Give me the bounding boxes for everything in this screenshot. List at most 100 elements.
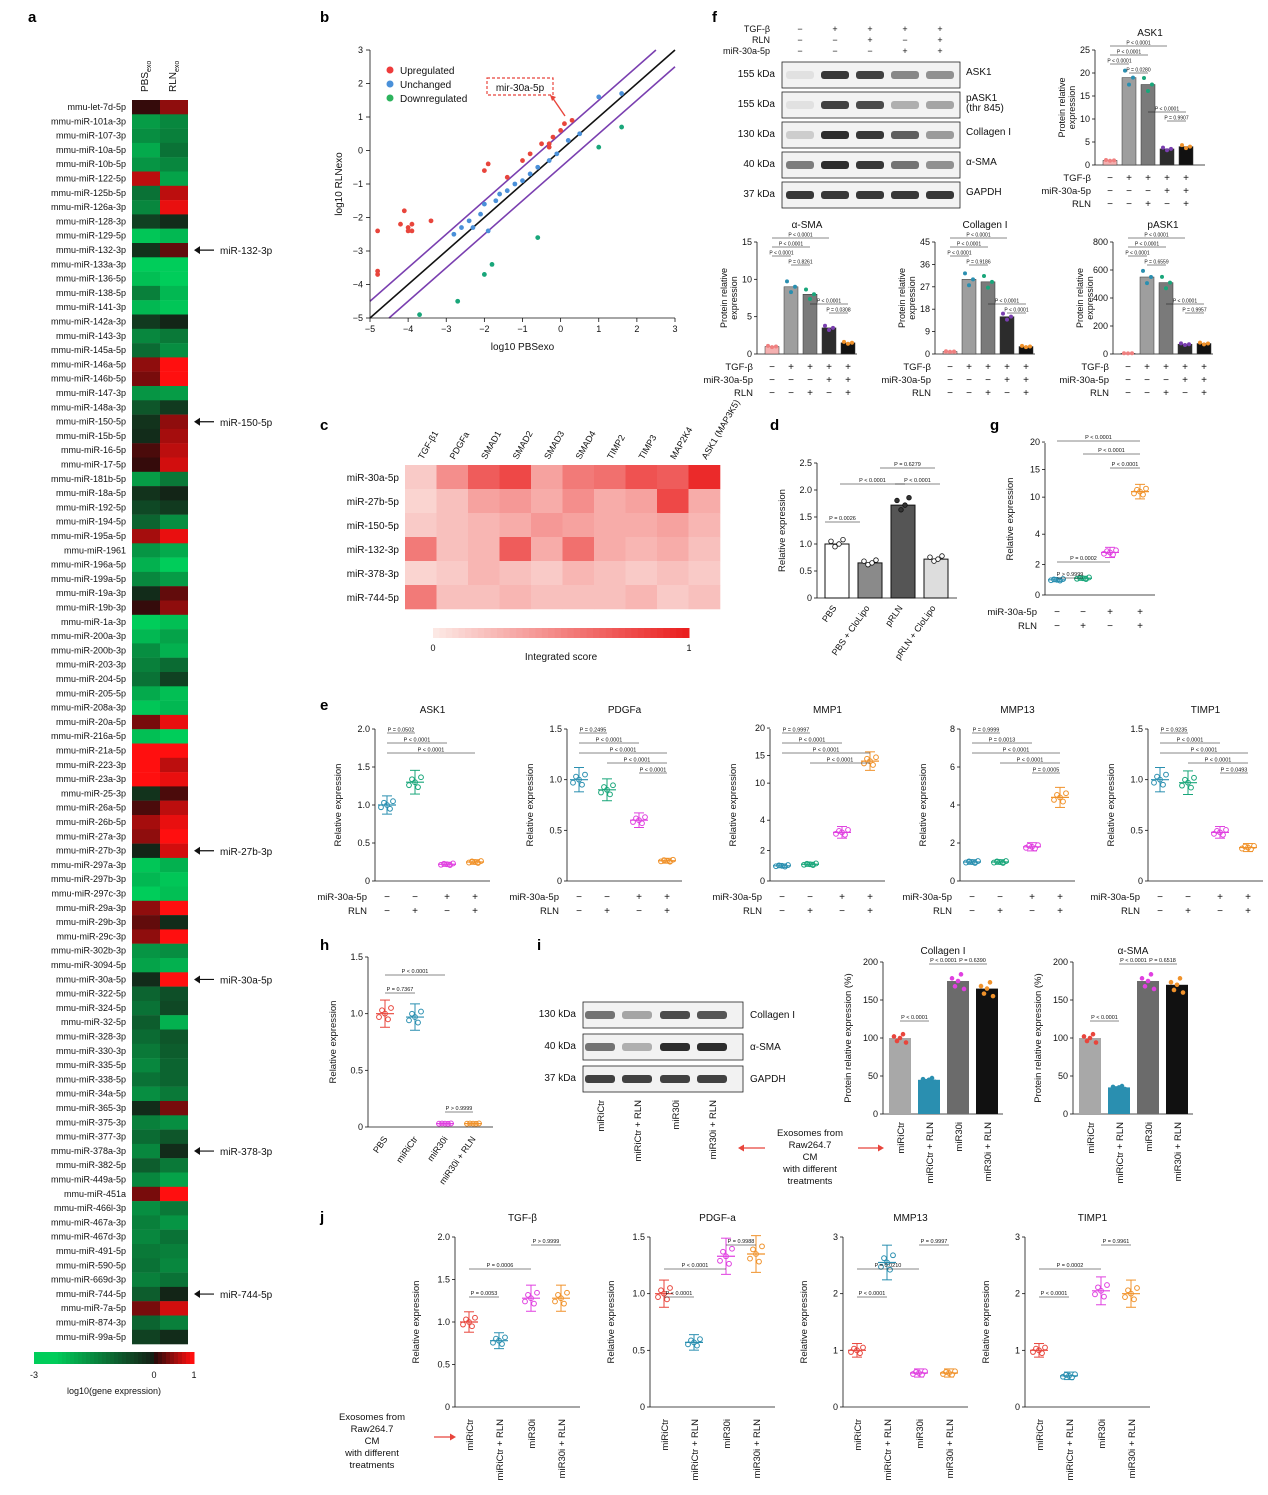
y-axis-title: Relative expression [799,1281,810,1364]
y-tick-label: 15 [1030,465,1040,475]
colorbar-segment [174,1352,179,1364]
blot-band [821,101,849,109]
data-point [1104,548,1110,555]
exosome-label: CM [803,1152,818,1163]
downregulated-point [455,298,461,304]
bar [1108,1087,1130,1114]
data-point [1142,984,1148,989]
legend-marker [386,66,394,74]
upregulated-point [481,168,487,174]
data-point [406,782,412,789]
data-point [1110,551,1116,558]
heatmap-cell [160,1115,188,1130]
blot-protein-label: (thr 845) [966,103,1004,114]
heatmap-cell [531,585,563,610]
colorbar-segment [114,1352,119,1364]
colorbar-segment [138,1352,143,1364]
heatmap-cell [594,537,626,562]
blot-kda-label: 130 kDa [738,129,776,140]
group-label: miRiCtr + RLN [495,1419,506,1481]
colorbar-segment [190,1352,195,1364]
colorbar-segment [78,1352,83,1364]
colorbar-segment [110,1352,115,1364]
upregulated-point [409,228,415,234]
heatmap-cell [405,489,437,514]
treatment-sign: − [1164,199,1170,210]
p-value: P < 0.0001 [901,1015,928,1021]
data-point [842,339,846,344]
row-label: mmu-miR-25-3p [61,788,126,798]
colorbar-segment [102,1352,107,1364]
heatmap-cell [160,243,188,258]
unchanged-point [459,225,464,230]
heatmap-cell [625,513,658,538]
heatmap-cell [160,929,188,944]
p-value: P < 0.0001 [1117,50,1141,56]
row-label: mmu-miR-125b-5p [51,188,126,198]
data-point [630,819,636,825]
p-value: P < 0.0001 [1004,308,1028,314]
group-label: miR30i [1097,1419,1108,1449]
blot-band [821,161,849,169]
heatmap-cell [132,800,160,816]
downregulated-point [596,144,602,150]
p-value: P = 0.9957 [1182,308,1206,314]
row-label: mmu-miR-148a-3p [51,402,126,412]
y-tick-label: 50 [1058,1071,1068,1081]
treatment-sign: − [576,906,582,917]
data-point [1112,158,1116,163]
colorbar-segment [70,1352,75,1364]
heatmap-cell [132,343,160,358]
data-point [502,1334,508,1341]
data-point [779,862,785,869]
data-point [1048,577,1054,584]
x-axis-title: log10 PBSexo [491,342,555,353]
x-tick-label: −3 [441,324,451,334]
data-point [867,758,873,764]
scale-segment [657,628,664,638]
p-value: P = 0.0308 [826,308,850,314]
data-point [975,858,981,864]
y-tick-label: 2 [760,846,765,856]
heatmap-cell [132,1143,160,1159]
row-label: mmu-miR-29a-3p [56,903,126,913]
row-label: mmu-miR-467a-3p [51,1217,126,1227]
treatment-sign: + [1004,375,1010,386]
data-point [981,991,987,996]
heatmap-cell [160,1215,188,1230]
treatment-sign: + [1004,362,1010,373]
data-point [726,1260,732,1267]
y-tick-label: 0 [1085,160,1090,170]
data-point [902,502,908,508]
scale-segment [445,628,453,638]
data-point [991,859,997,866]
y-axis-title: Relative expression [728,764,739,847]
data-point [1042,1344,1048,1351]
y-tick-label: −3 [353,246,363,256]
data-point [570,779,576,786]
heatmap-cell [132,114,160,129]
data-point [900,1031,906,1037]
blot-band [856,191,884,199]
heatmap-cell [160,471,188,487]
data-point [1242,843,1248,850]
y-tick-label: 36 [920,259,930,269]
heatmap-cell [436,537,469,562]
lower-threshold-line [388,66,676,319]
heatmap-cell [499,489,532,514]
treatment-sign: + [1164,186,1170,197]
data-point [1086,574,1092,581]
data-point [1001,311,1005,316]
data-point [756,1258,762,1265]
data-point [990,993,996,999]
data-point [1126,351,1130,356]
data-point [987,980,993,985]
y-tick-label: −1 [353,179,363,189]
colorbar-min: -3 [30,1370,38,1380]
treatment-sign: − [966,375,972,386]
data-point [385,1016,391,1023]
treatment-sign: + [788,362,794,373]
p-value: P = 0.0013 [989,738,1016,744]
p-value: P = 0.6518 [1149,958,1176,964]
heatmap-cell [160,958,188,973]
